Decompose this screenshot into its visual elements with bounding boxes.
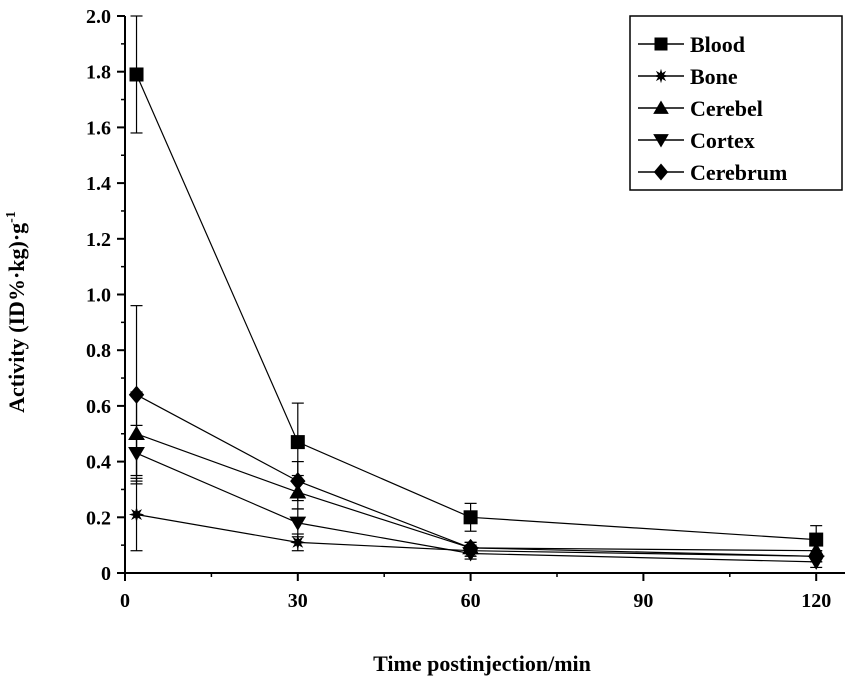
data-point [462,538,479,558]
y-tick-label: 1.2 [86,229,111,251]
series-cerebel [128,391,825,558]
legend-marker [653,134,669,148]
series-line [136,452,817,563]
x-tick-label: 60 [461,590,481,612]
y-tick-label: 1.8 [86,62,111,84]
series-line [136,394,817,557]
y-tick-label: 1.6 [86,117,111,139]
data-point [809,532,824,547]
data-point [129,67,144,82]
data-point [290,435,305,450]
y-tick-label: 0.6 [86,396,111,418]
y-tick-label: 0.4 [86,452,111,474]
series-layer [128,15,825,570]
data-point [290,471,306,491]
legend: Blood Bone Cerebel Cortex Cerebrum [629,15,843,191]
y-tick-label: 1.4 [86,173,111,195]
series-blood [129,15,824,555]
y-axis-ticks: 0 0.2 0.4 0.6 0.8 1.0 1.2 1.4 1.6 1.8 2.0 [86,6,125,585]
data-point [128,506,145,523]
x-tick-label: 0 [120,590,130,612]
y-axis-title: Activity (ID%·kg)·g-1 [4,211,29,413]
legend-marker [654,37,668,51]
y-axis-title-superscript: -1 [4,211,19,223]
series-cerebrum [128,305,824,566]
y-axis-title-main: Activity (ID%·kg)·g [4,223,29,413]
data-point [289,516,307,531]
series-line [136,433,817,552]
data-point [128,385,145,404]
legend-label: Cortex [690,128,755,153]
series-line [136,513,817,557]
legend-marker [653,68,669,84]
x-tick-label: 120 [801,590,831,612]
legend-label: Cerebrum [690,160,787,185]
data-point [808,547,824,566]
legend-marker [653,163,669,181]
y-tick-label: 1.0 [86,285,111,307]
x-axis-title: Time postinjection/min [373,651,591,676]
x-tick-label: 30 [288,590,308,612]
legend-marker [653,100,669,114]
data-point [463,510,478,525]
x-tick-label: 90 [633,590,653,612]
series-line [135,74,817,541]
y-tick-label: 0.2 [86,507,111,529]
y-tick-label: 2.0 [86,6,111,28]
legend-label: Bone [690,64,738,89]
legend-label: Cerebel [690,96,763,121]
legend-label: Blood [690,32,745,57]
x-axis-ticks: 0 30 60 90 120 [120,573,831,612]
y-tick-label: 0 [101,563,111,585]
data-point [290,534,306,551]
y-tick-label: 0.8 [86,340,111,362]
